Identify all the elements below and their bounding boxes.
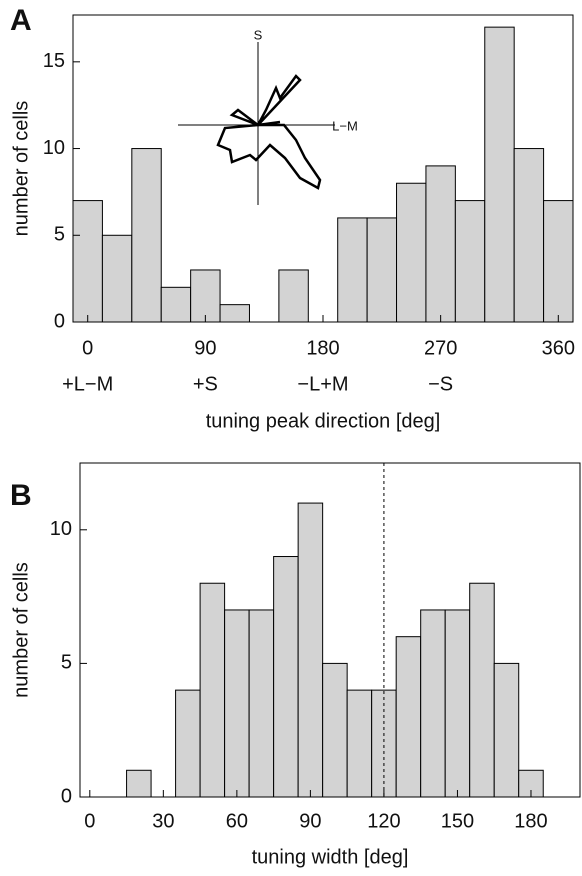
bar [396, 182, 427, 323]
x-tick-sublabel: +L−M [62, 373, 113, 395]
bar [493, 662, 520, 798]
bar [425, 165, 456, 323]
y-tick-label: 5 [54, 224, 65, 246]
x-tick-label: 270 [424, 337, 457, 359]
bar [395, 636, 422, 798]
bar [337, 217, 368, 323]
bar [513, 148, 545, 323]
bar [199, 582, 226, 798]
inset-label: L−M [332, 118, 358, 133]
y-tick-label: 15 [43, 50, 65, 72]
bar [420, 609, 446, 798]
x-tick-label: 30 [152, 810, 174, 832]
inset-label: S [254, 27, 263, 42]
bar [444, 609, 471, 798]
y-tick-label: 0 [54, 310, 65, 332]
x-tick-label: 150 [441, 810, 474, 832]
y-tick-label: 10 [50, 518, 72, 540]
polar-inset [178, 42, 335, 205]
plot-frame [79, 462, 581, 798]
bar [366, 217, 398, 323]
bar [297, 502, 324, 798]
bar [273, 556, 299, 798]
bar [190, 269, 221, 323]
y-axis-label: number of cells [10, 562, 32, 698]
bar [131, 148, 162, 323]
x-tick-label: 120 [367, 810, 400, 832]
bar [248, 609, 275, 798]
bar [101, 234, 133, 323]
bar [322, 662, 348, 798]
bar [126, 769, 152, 798]
x-tick-label: 90 [299, 810, 321, 832]
x-tick-label: 60 [226, 810, 248, 832]
bar [469, 582, 495, 798]
x-tick-label: 180 [514, 810, 547, 832]
y-tick-label: 5 [61, 652, 72, 674]
bar [371, 689, 397, 798]
x-tick-label: 360 [542, 337, 575, 359]
panel-label: B [10, 479, 32, 512]
bar [72, 200, 103, 323]
x-tick-sublabel: −L+M [297, 373, 348, 395]
x-tick-sublabel: +S [193, 373, 218, 395]
x-tick-label: 0 [84, 810, 95, 832]
bar [219, 304, 250, 323]
bar [175, 689, 201, 798]
x-tick-label: 90 [194, 337, 216, 359]
y-axis-label: number of cells [10, 101, 32, 237]
x-axis-label: tuning width [deg] [252, 846, 409, 868]
y-tick-label: 0 [61, 785, 72, 807]
bar [454, 200, 486, 323]
bar [484, 26, 515, 323]
x-tick-label: 0 [82, 337, 93, 359]
panel-label: A [10, 4, 32, 37]
bar [160, 286, 192, 323]
x-tick-sublabel: −S [428, 373, 453, 395]
bar [346, 689, 373, 798]
bar [278, 269, 309, 323]
x-axis-label: tuning peak direction [deg] [206, 410, 441, 432]
x-tick-label: 180 [306, 337, 339, 359]
bar [224, 609, 250, 798]
y-tick-label: 10 [43, 137, 65, 159]
bar [543, 200, 574, 323]
